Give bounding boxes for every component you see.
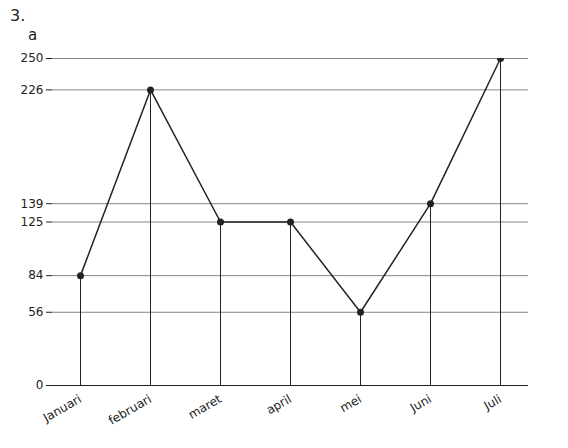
svg-text:Juni: Juni [407,392,434,416]
html-text:3.: 3. [10,6,26,25]
svg-text:maret: maret [186,392,224,422]
svg-text:125: 125 [21,215,44,229]
svg-text:Januari: Januari [40,392,84,425]
svg-text:mei: mei [338,392,364,415]
svg-text:april: april [264,392,294,417]
svg-text:84: 84 [28,268,43,282]
svg-text:februari: februari [106,392,154,428]
svg-text:0: 0 [36,378,44,392]
html-text:a: a [28,26,38,44]
svg-text:226: 226 [21,83,44,97]
svg-text:56: 56 [28,305,43,319]
svg-text:250: 250 [21,51,44,65]
svg-text:Juli: Juli [481,392,504,414]
svg-text:139: 139 [21,197,44,211]
